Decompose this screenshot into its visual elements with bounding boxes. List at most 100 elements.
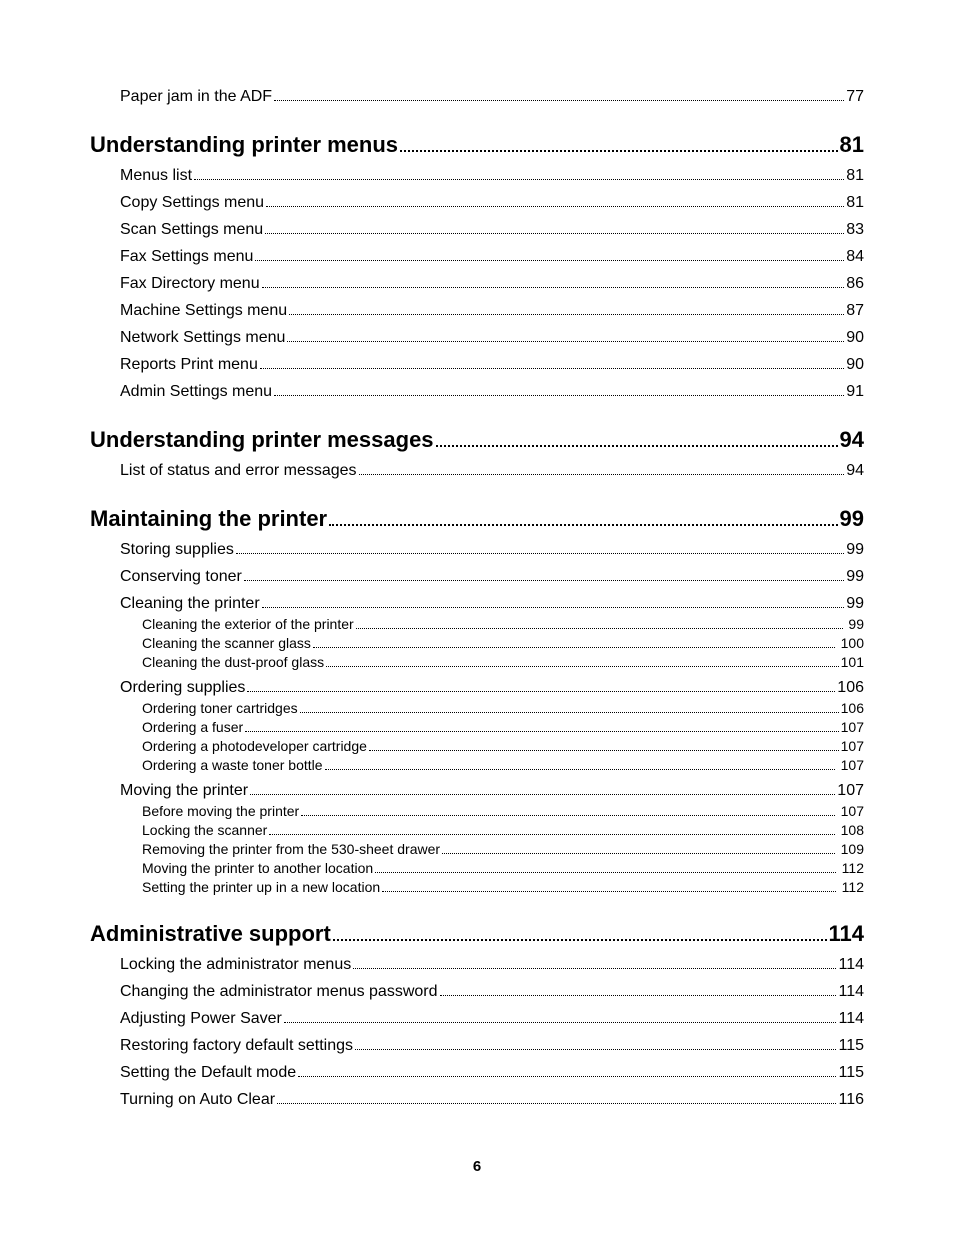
toc-leader-dots xyxy=(382,891,836,892)
toc-leader-dots xyxy=(356,628,843,629)
toc-leader-dots xyxy=(266,206,844,207)
toc-entry[interactable]: Maintaining the printer99 xyxy=(90,506,864,532)
toc-leader-dots xyxy=(287,341,844,342)
toc-leader-dots xyxy=(274,100,844,101)
toc-entry-label: Scan Settings menu xyxy=(120,221,263,239)
toc-entry[interactable]: Moving the printer to another location 1… xyxy=(142,860,864,876)
toc-entry[interactable]: Storing supplies99 xyxy=(120,541,864,559)
toc-entry[interactable]: Ordering supplies 106 xyxy=(120,679,864,697)
toc-entry[interactable]: Setting the printer up in a new location… xyxy=(142,879,864,895)
toc-entry[interactable]: Restoring factory default settings115 xyxy=(120,1037,864,1055)
toc-entry-page: 91 xyxy=(846,383,864,401)
toc-entry-page: 81 xyxy=(846,194,864,212)
toc-entry-label: Copy Settings menu xyxy=(120,194,264,212)
toc-entry[interactable]: Cleaning the exterior of the printer 99 xyxy=(142,616,864,632)
toc-entry-label: Adjusting Power Saver xyxy=(120,1010,282,1028)
toc-entry[interactable]: Setting the Default mode115 xyxy=(120,1064,864,1082)
toc-leader-dots xyxy=(262,287,845,288)
toc-entry-label: Maintaining the printer xyxy=(90,506,327,532)
toc-entry-page: 108 xyxy=(837,822,864,838)
toc-entry[interactable]: Moving the printer107 xyxy=(120,782,864,800)
toc-leader-dots xyxy=(442,853,835,854)
toc-leader-dots xyxy=(436,445,838,447)
toc-entry[interactable]: Cleaning the scanner glass 100 xyxy=(142,635,864,651)
toc-entry[interactable]: Ordering a waste toner bottle 107 xyxy=(142,757,864,773)
toc-entry[interactable]: Removing the printer from the 530-sheet … xyxy=(142,841,864,857)
toc-entry[interactable]: Understanding printer menus81 xyxy=(90,132,864,158)
toc-entry[interactable]: Administrative support114 xyxy=(90,921,864,947)
toc-entry[interactable]: Changing the administrator menus passwor… xyxy=(120,983,864,1001)
toc-entry-label: Storing supplies xyxy=(120,541,234,559)
toc-entry-label: Reports Print menu xyxy=(120,356,258,374)
toc-entry[interactable]: Cleaning the printer99 xyxy=(120,595,864,613)
toc-entry-page: 115 xyxy=(838,1037,864,1055)
toc-entry-label: Fax Directory menu xyxy=(120,275,260,293)
toc-leader-dots xyxy=(250,794,835,795)
toc-entry[interactable]: Fax Settings menu84 xyxy=(120,248,864,266)
toc-entry-page: 106 xyxy=(841,700,864,716)
toc-entry[interactable]: Conserving toner99 xyxy=(120,568,864,586)
toc-entry-label: List of status and error messages xyxy=(120,462,357,480)
toc-entry-page: 107 xyxy=(837,757,864,773)
toc-entry[interactable]: Cleaning the dust-proof glass 101 xyxy=(142,654,864,670)
toc-entry[interactable]: Ordering toner cartridges 106 xyxy=(142,700,864,716)
toc-entry-label: Changing the administrator menus passwor… xyxy=(120,983,438,1001)
toc-entry-page: 114 xyxy=(838,1010,864,1028)
toc-entry-page: 86 xyxy=(846,275,864,293)
toc-leader-dots xyxy=(375,872,836,873)
toc-entry[interactable]: Locking the administrator menus114 xyxy=(120,956,864,974)
toc-entry[interactable]: Paper jam in the ADF77 xyxy=(120,88,864,106)
toc-entry[interactable]: Locking the scanner 108 xyxy=(142,822,864,838)
toc-entry[interactable]: Network Settings menu90 xyxy=(120,329,864,347)
toc-entry-label: Paper jam in the ADF xyxy=(120,88,272,106)
toc-entry-label: Cleaning the exterior of the printer xyxy=(142,616,354,632)
toc-entry[interactable]: Understanding printer messages 94 xyxy=(90,427,864,453)
toc-leader-dots xyxy=(353,968,836,969)
toc-entry[interactable]: Turning on Auto Clear116 xyxy=(120,1091,864,1109)
toc-entry-page: 99 xyxy=(845,616,864,632)
toc-entry-label: Locking the administrator menus xyxy=(120,956,351,974)
toc-leader-dots xyxy=(300,712,839,713)
toc-entry-page: 94 xyxy=(840,427,864,453)
toc-entry[interactable]: Menus list81 xyxy=(120,167,864,185)
toc-leader-dots xyxy=(400,150,837,152)
toc-leader-dots xyxy=(289,314,844,315)
toc-entry-page: 107 xyxy=(841,719,864,735)
toc-entry-page: 84 xyxy=(846,248,864,266)
toc-leader-dots xyxy=(329,524,837,526)
toc-leader-dots xyxy=(244,580,844,581)
toc-leader-dots xyxy=(260,368,844,369)
toc-entry[interactable]: List of status and error messages94 xyxy=(120,462,864,480)
toc-entry-page: 107 xyxy=(837,803,864,819)
toc-entry-label: Cleaning the dust-proof glass xyxy=(142,654,324,670)
toc-leader-dots xyxy=(269,834,834,835)
toc-entry[interactable]: Scan Settings menu83 xyxy=(120,221,864,239)
toc-entry[interactable]: Before moving the printer 107 xyxy=(142,803,864,819)
toc-entry[interactable]: Fax Directory menu 86 xyxy=(120,275,864,293)
toc-entry[interactable]: Ordering a fuser 107 xyxy=(142,719,864,735)
toc-entry-label: Cleaning the printer xyxy=(120,595,260,613)
toc-leader-dots xyxy=(262,607,845,608)
toc-entry[interactable]: Adjusting Power Saver 114 xyxy=(120,1010,864,1028)
toc-entry-page: 87 xyxy=(846,302,864,320)
toc-entry-page: 101 xyxy=(841,654,864,670)
toc-entry-page: 100 xyxy=(837,635,864,651)
toc-entry-page: 106 xyxy=(837,679,864,697)
toc-entry-label: Ordering toner cartridges xyxy=(142,700,298,716)
toc-leader-dots xyxy=(301,815,835,816)
toc-entry-label: Ordering a fuser xyxy=(142,719,243,735)
toc-leader-dots xyxy=(298,1076,836,1077)
toc-entry[interactable]: Ordering a photodeveloper cartridge107 xyxy=(142,738,864,754)
toc-leader-dots xyxy=(284,1022,837,1023)
toc-leader-dots xyxy=(369,750,839,751)
toc-entry-page: 114 xyxy=(838,983,864,1001)
toc-entry-label: Ordering a photodeveloper cartridge xyxy=(142,738,367,754)
toc-entry-label: Ordering supplies xyxy=(120,679,245,697)
toc-entry[interactable]: Copy Settings menu 81 xyxy=(120,194,864,212)
toc-entry-page: 99 xyxy=(846,568,864,586)
toc-entry-label: Before moving the printer xyxy=(142,803,299,819)
toc-entry[interactable]: Admin Settings menu91 xyxy=(120,383,864,401)
toc-entry[interactable]: Machine Settings menu87 xyxy=(120,302,864,320)
toc-entry-label: Understanding printer messages xyxy=(90,427,434,453)
toc-entry[interactable]: Reports Print menu90 xyxy=(120,356,864,374)
